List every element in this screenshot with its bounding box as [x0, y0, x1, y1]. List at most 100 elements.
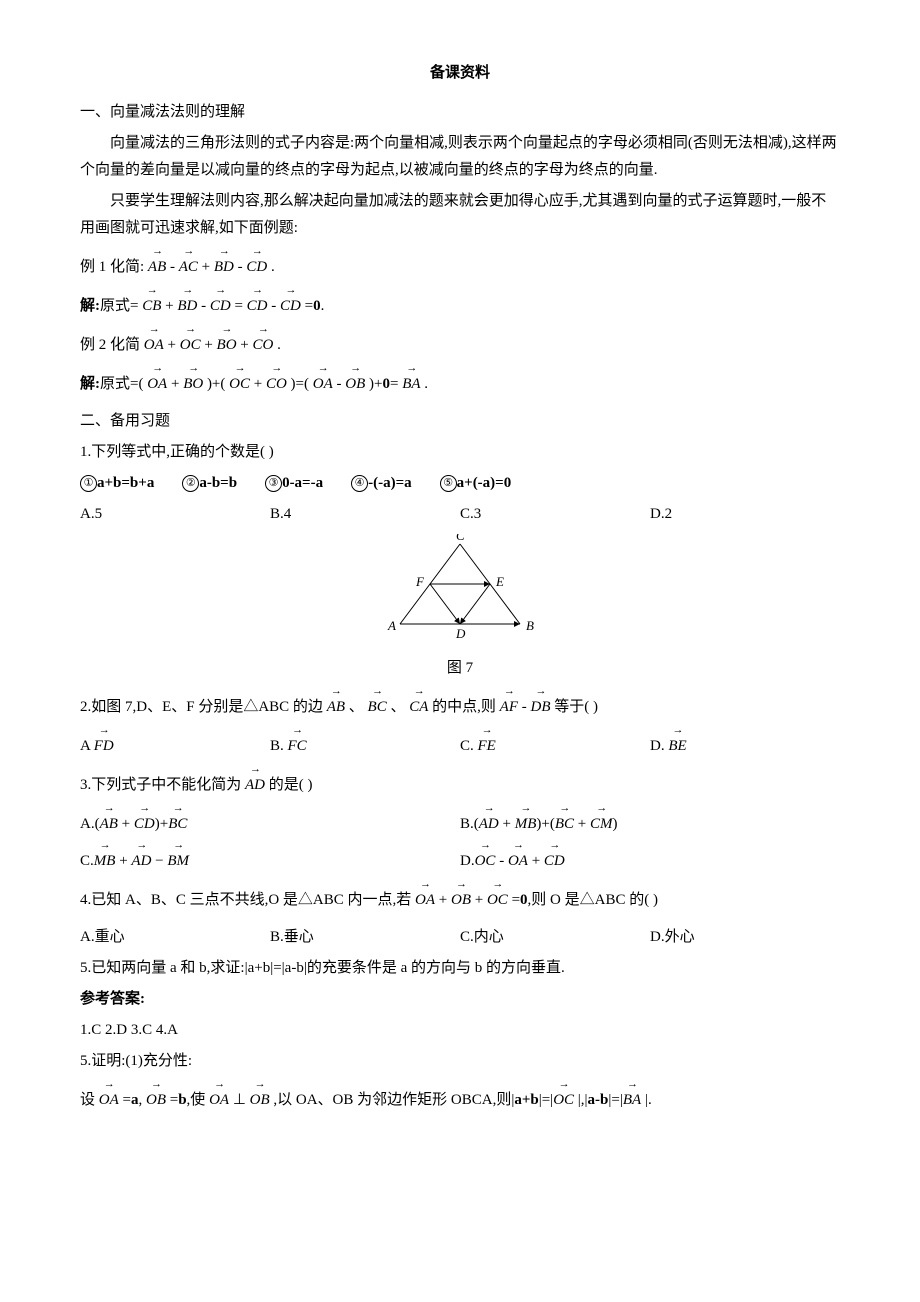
q4-opt-d: D.外心 — [650, 924, 840, 951]
svg-text:E: E — [495, 574, 504, 589]
vec: OB — [146, 1085, 166, 1114]
q4-opt-a: A.重心 — [80, 924, 270, 951]
op: + — [574, 816, 590, 832]
vec: MB — [94, 846, 116, 875]
vec: AD — [479, 809, 499, 838]
vec: CD — [210, 291, 231, 320]
txt: |,| — [574, 1092, 588, 1108]
q4-opt-c: C.内心 — [460, 924, 650, 951]
svg-text:C: C — [456, 534, 465, 543]
paren: )=( — [291, 376, 309, 392]
paren: )+ — [155, 816, 168, 832]
lbl: B.( — [460, 816, 479, 832]
q5-stem: 5.已知两向量 a 和 b,求证:|a+b|=|a-b|的充要条件是 a 的方向… — [80, 955, 840, 982]
lbl: C. — [460, 738, 478, 754]
vec: FC — [288, 731, 307, 760]
vec: OB — [345, 369, 365, 398]
eq-text: a+(-a)=0 — [457, 475, 512, 491]
comma: , — [138, 1092, 142, 1108]
q2-opt-c: C. FE — [460, 731, 650, 760]
lbl: D. — [650, 738, 668, 754]
vec: OC — [487, 885, 508, 914]
zero: 0 — [382, 376, 390, 392]
vec: CD — [280, 291, 301, 320]
vec: CM — [590, 809, 613, 838]
q3-pre: 3.下列式子中不能化简为 — [80, 777, 241, 793]
vec: AB — [327, 692, 345, 721]
op: - — [268, 298, 281, 314]
vec: CD — [544, 846, 565, 875]
vec: OC — [229, 369, 250, 398]
eq: = — [119, 1092, 131, 1108]
q3-options-row2: C.MB + AD − BM D.OC - OA + CD — [80, 846, 840, 875]
answers-heading: 参考答案: — [80, 986, 840, 1013]
txt: ,使 — [187, 1092, 206, 1108]
op: + — [118, 816, 134, 832]
vec: OA — [415, 885, 435, 914]
q1-opt-b: B.4 — [270, 501, 460, 528]
q4-options: A.重心 B.垂心 C.内心 D.外心 — [80, 924, 840, 951]
op: + — [471, 892, 487, 908]
q4-opt-b: B.垂心 — [270, 924, 460, 951]
op: + — [250, 376, 266, 392]
q1-eq4: ④-(-a)=a — [351, 470, 412, 497]
answer5-heading: 5.证明:(1)充分性: — [80, 1048, 840, 1075]
vec: BE — [668, 731, 686, 760]
circled-2: ② — [182, 475, 199, 492]
circled-3: ③ — [265, 475, 282, 492]
txt: |. — [641, 1092, 652, 1108]
vec: OB — [451, 885, 471, 914]
q3-opt-c: C.MB + AD − BM — [80, 846, 460, 875]
circled-1: ① — [80, 475, 97, 492]
q2-options: A FD B. FC C. FE D. BE — [80, 731, 840, 760]
vec: BA — [402, 369, 420, 398]
example1-label: 例 1 化简: — [80, 259, 144, 275]
op: + — [201, 337, 217, 353]
vec-ab: AB — [148, 252, 166, 281]
vec-ac: AC — [179, 252, 198, 281]
vec: FD — [94, 731, 114, 760]
vec: AF — [500, 692, 518, 721]
q1-stem: 1.下列等式中,正确的个数是( ) — [80, 439, 840, 466]
op: = — [301, 298, 313, 314]
vec: OA — [99, 1085, 119, 1114]
period: . — [321, 298, 325, 314]
lbl: C. — [80, 853, 94, 869]
op: - — [234, 259, 247, 275]
vec: BA — [623, 1085, 641, 1114]
sep: 、 — [387, 699, 406, 715]
vec: BO — [217, 330, 237, 359]
op: + — [161, 298, 177, 314]
example1: 例 1 化简: AB - AC + BD - CD . — [80, 252, 840, 281]
bvec: a+b — [514, 1092, 538, 1108]
vec: OA — [209, 1085, 229, 1114]
section1-p2: 只要学生理解法则内容,那么解决起向量加减法的题来就会更加得心应手,尤其遇到向量的… — [80, 188, 840, 242]
eq: = — [166, 1092, 178, 1108]
vec: BO — [183, 369, 203, 398]
op: + — [115, 853, 131, 869]
q3-opt-d: D.OC - OA + CD — [460, 846, 840, 875]
q1-opt-a: A.5 — [80, 501, 270, 528]
vec: CO — [253, 330, 274, 359]
vec: CA — [409, 692, 428, 721]
figure-7: ABCDEF — [80, 534, 840, 649]
figure-caption: 图 7 — [80, 655, 840, 682]
period: . — [421, 376, 429, 392]
eq-text: a+b=b+a — [97, 475, 154, 491]
vec: BC — [168, 809, 187, 838]
example2: 例 2 化简 OA + OC + BO + CO . — [80, 330, 840, 359]
q2-pre: 2.如图 7,D、E、F 分别是△ABC 的边 — [80, 699, 323, 715]
q4-post: ,则 O 是△ABC 的( ) — [528, 892, 658, 908]
ans5-label: 5.证明:(1)充分性: — [80, 1053, 192, 1069]
vec: BD — [177, 291, 197, 320]
lbl: A — [80, 738, 90, 754]
bvec: b — [178, 1092, 186, 1108]
vec: DB — [530, 692, 550, 721]
vec: OA — [147, 369, 167, 398]
perp: ⊥ — [229, 1092, 250, 1108]
eq: = — [390, 376, 398, 392]
circled-5: ⑤ — [440, 475, 457, 492]
q2-opt-b: B. FC — [270, 731, 460, 760]
svg-text:B: B — [526, 618, 534, 633]
example2-label: 例 2 化简 — [80, 337, 140, 353]
